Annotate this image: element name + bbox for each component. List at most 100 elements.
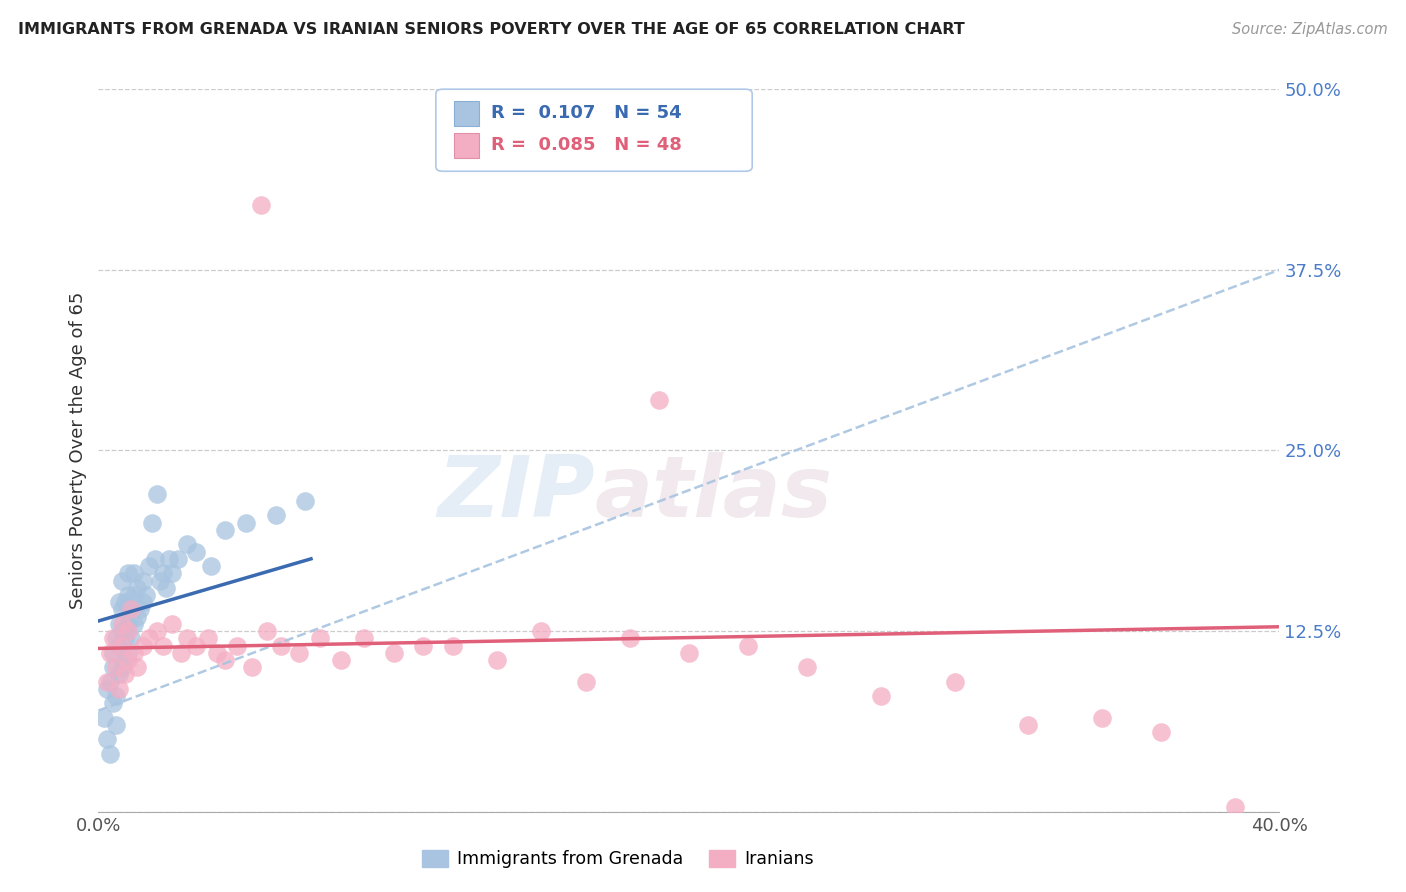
Point	[120, 602, 142, 616]
Point	[152, 639, 174, 653]
Point	[214, 523, 236, 537]
Text: ZIP: ZIP	[437, 452, 595, 535]
Point	[122, 646, 145, 660]
Point	[105, 718, 128, 732]
Point	[103, 660, 125, 674]
Point	[108, 595, 131, 609]
Point	[382, 646, 405, 660]
Y-axis label: Seniors Poverty Over the Age of 65: Seniors Poverty Over the Age of 65	[69, 292, 87, 609]
Point	[103, 646, 125, 660]
Point	[111, 639, 134, 653]
Point	[128, 602, 150, 616]
Point	[120, 602, 142, 616]
Point	[197, 632, 219, 646]
Point	[157, 551, 180, 566]
Point	[125, 609, 148, 624]
Point	[105, 660, 128, 674]
Point	[141, 516, 163, 530]
Point	[111, 660, 134, 674]
Point	[155, 581, 177, 595]
Point	[111, 602, 134, 616]
Point	[103, 632, 125, 646]
Point	[105, 689, 128, 703]
Point	[111, 616, 134, 631]
Point	[125, 660, 148, 674]
Point	[98, 747, 121, 761]
Point	[135, 588, 157, 602]
Point	[329, 653, 352, 667]
Point	[117, 616, 139, 631]
Point	[117, 566, 139, 581]
Point	[264, 508, 287, 523]
Point	[98, 674, 121, 689]
Point	[412, 639, 434, 653]
Point	[162, 616, 183, 631]
Point	[146, 624, 169, 639]
Point	[117, 646, 139, 660]
Point	[114, 632, 136, 646]
Point	[184, 544, 207, 558]
Point	[122, 566, 145, 581]
Point	[132, 574, 155, 588]
Point	[575, 674, 598, 689]
Point	[149, 574, 172, 588]
Point	[256, 624, 278, 639]
Point	[132, 595, 155, 609]
Point	[353, 632, 375, 646]
Point	[176, 537, 198, 551]
Point	[441, 639, 464, 653]
Point	[132, 639, 155, 653]
Point	[1018, 718, 1040, 732]
Text: IMMIGRANTS FROM GRENADA VS IRANIAN SENIORS POVERTY OVER THE AGE OF 65 CORRELATIO: IMMIGRANTS FROM GRENADA VS IRANIAN SENIO…	[18, 22, 965, 37]
Legend: Immigrants from Grenada, Iranians: Immigrants from Grenada, Iranians	[415, 843, 821, 875]
Text: atlas: atlas	[595, 452, 832, 535]
Point	[96, 732, 118, 747]
Point	[226, 639, 249, 653]
Point	[943, 674, 966, 689]
Point	[530, 624, 553, 639]
Point	[200, 559, 222, 574]
Point	[288, 646, 311, 660]
Point	[205, 646, 228, 660]
Text: R =  0.085   N = 48: R = 0.085 N = 48	[491, 136, 682, 154]
Point	[162, 566, 183, 581]
Point	[108, 681, 131, 696]
Point	[98, 646, 121, 660]
Text: Source: ZipAtlas.com: Source: ZipAtlas.com	[1232, 22, 1388, 37]
Point	[122, 588, 145, 602]
Point	[138, 559, 160, 574]
Point	[309, 632, 332, 646]
Point	[143, 551, 166, 566]
Point	[125, 581, 148, 595]
Point	[117, 624, 139, 639]
Point	[1150, 725, 1173, 739]
Point	[796, 660, 818, 674]
Point	[138, 632, 160, 646]
Point	[96, 681, 118, 696]
Point	[294, 494, 316, 508]
Point	[235, 516, 257, 530]
Point	[114, 595, 136, 609]
Point	[250, 198, 273, 212]
Point	[108, 639, 131, 653]
Point	[111, 624, 134, 639]
Point	[108, 667, 131, 681]
Point	[111, 574, 134, 588]
Point	[270, 639, 292, 653]
Point	[870, 689, 893, 703]
Point	[1091, 711, 1114, 725]
Point	[105, 632, 128, 646]
Point	[737, 639, 759, 653]
Point	[114, 667, 136, 681]
Point	[1225, 800, 1247, 814]
Text: R =  0.107   N = 54: R = 0.107 N = 54	[491, 104, 682, 122]
Point	[167, 551, 190, 566]
Point	[486, 653, 509, 667]
Point	[146, 487, 169, 501]
Point	[152, 566, 174, 581]
Point	[108, 616, 131, 631]
Point	[93, 711, 115, 725]
Point	[214, 653, 236, 667]
Point	[240, 660, 263, 674]
Point	[122, 616, 145, 631]
